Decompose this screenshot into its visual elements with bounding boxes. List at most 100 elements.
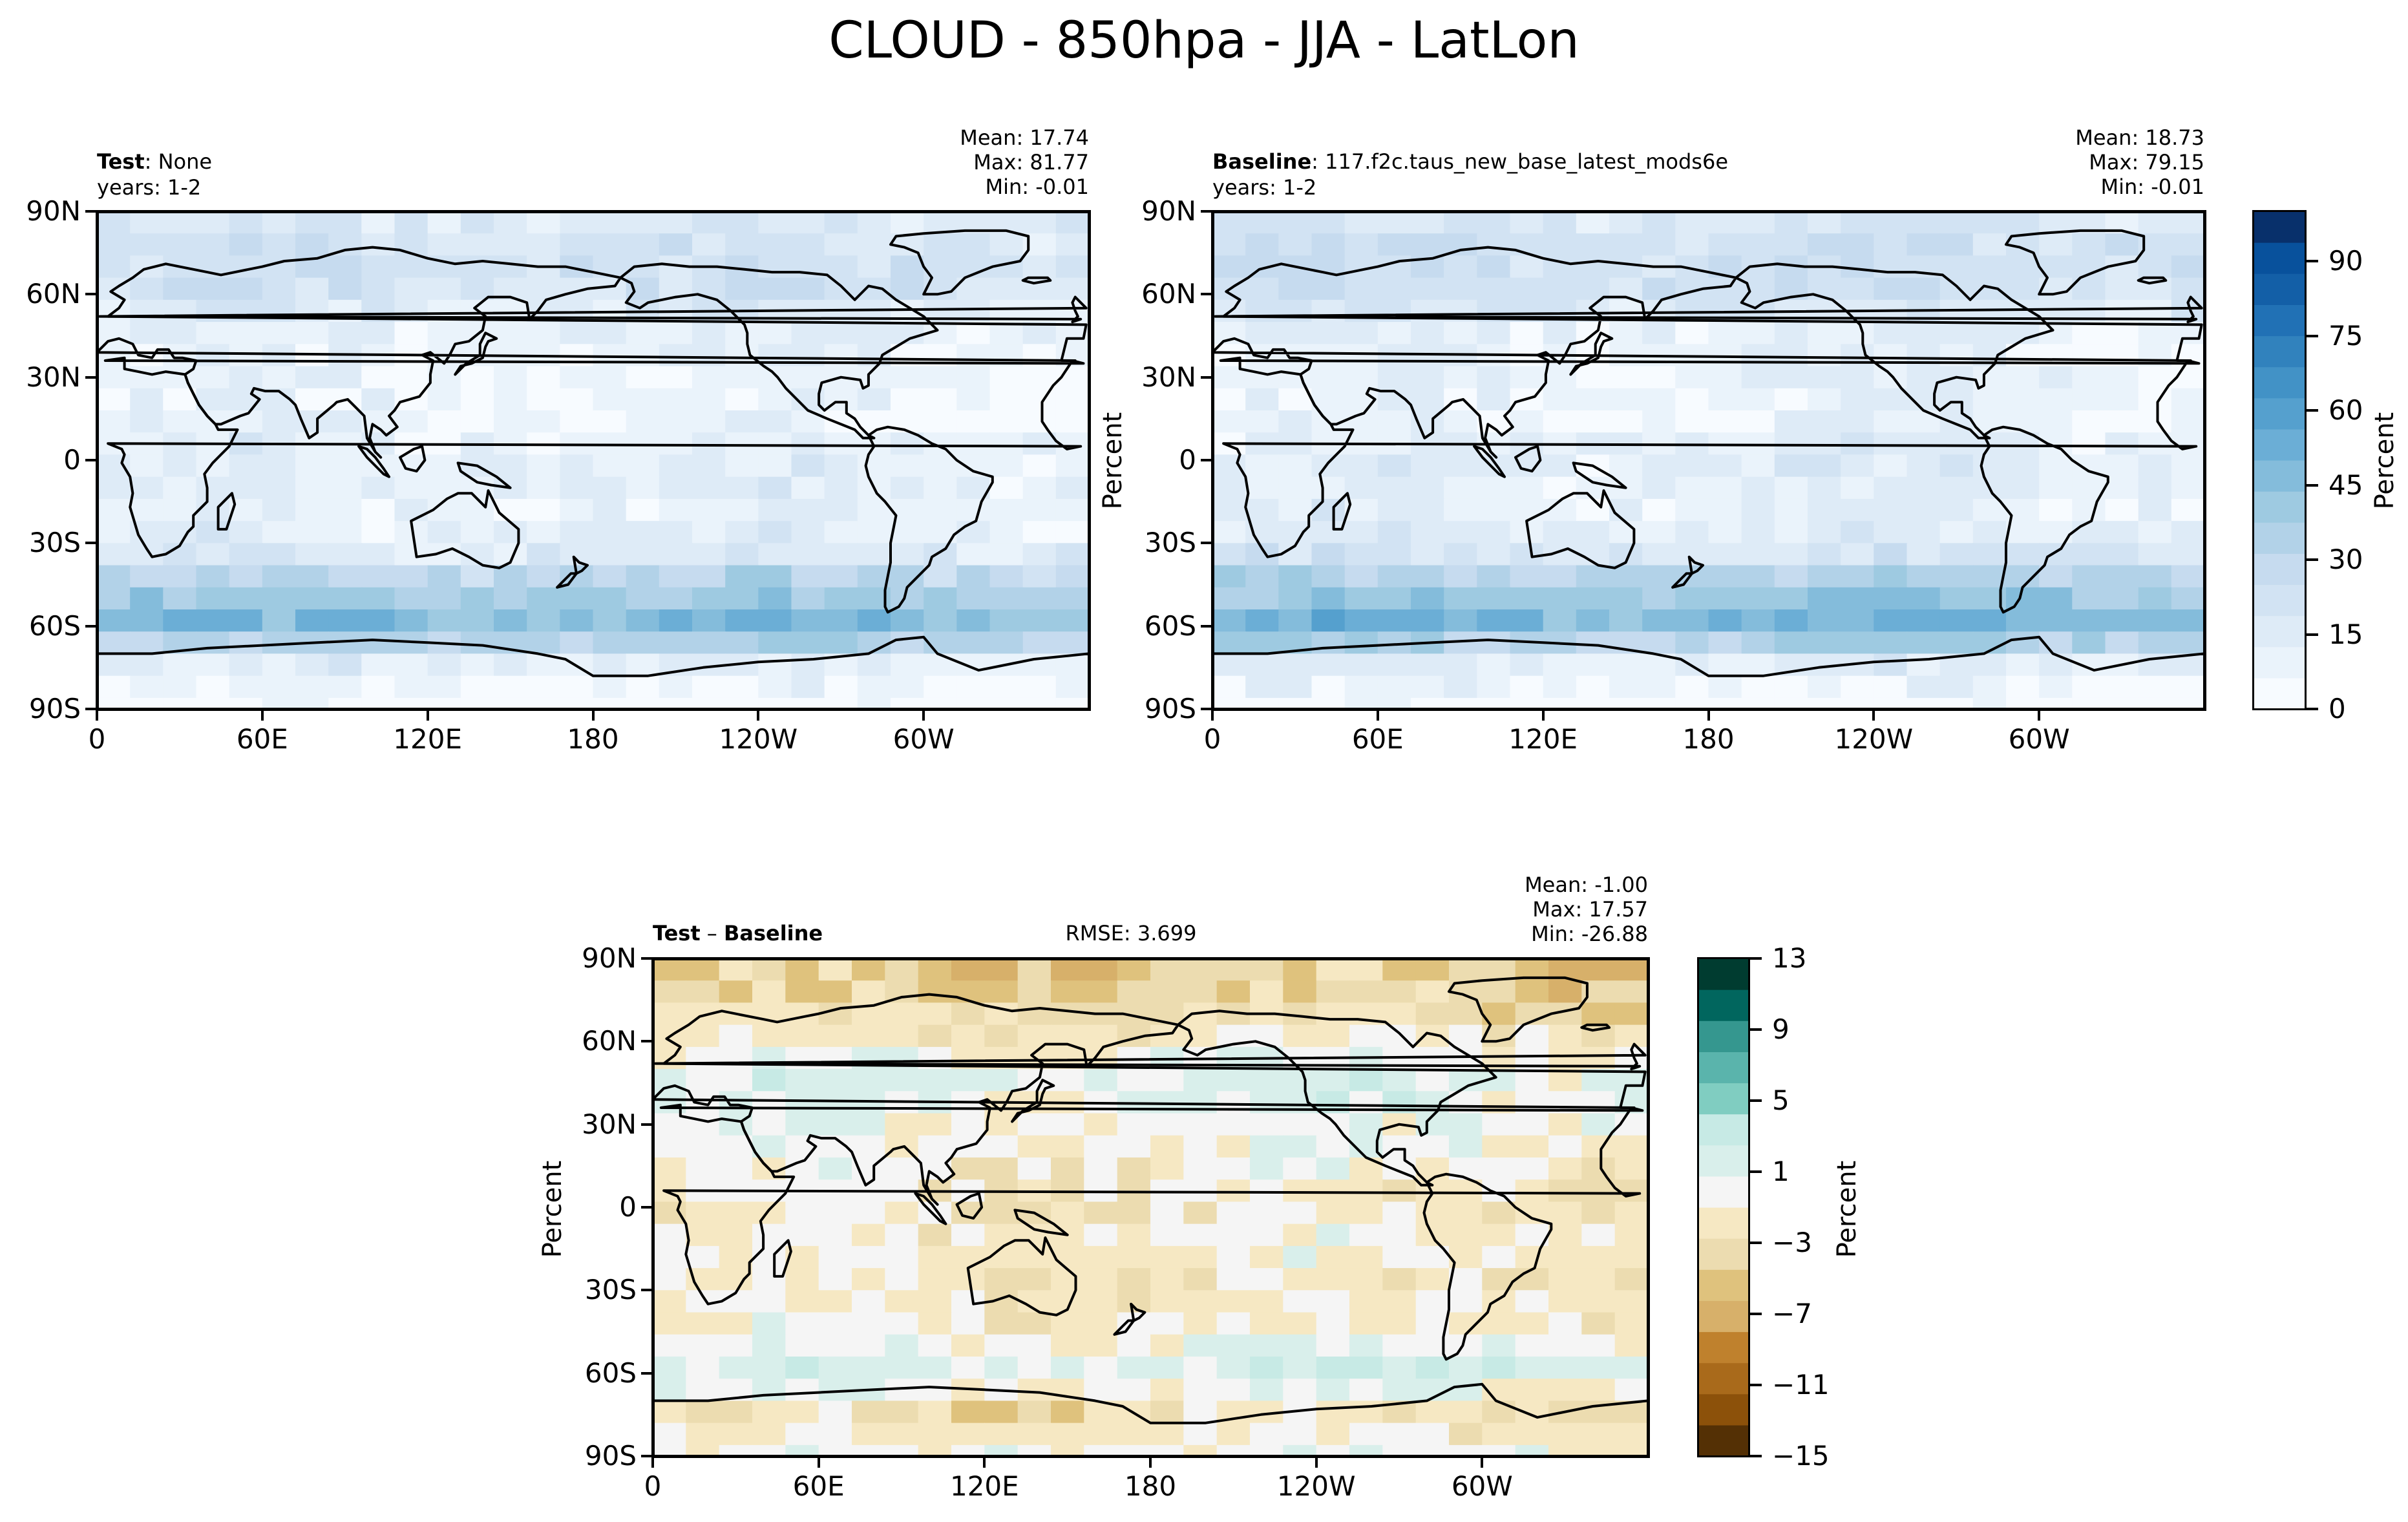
test-map-cell [758,631,792,655]
baseline-map-cell [1212,609,1246,632]
baseline-map-field [1212,211,2204,709]
diff-map-cell [1150,1400,1185,1424]
baseline-map-cell [1311,609,1346,632]
diff-map-cell [1316,1334,1350,1357]
test-map-cell [361,631,396,655]
diff-map-cell [1250,1179,1284,1203]
coastline [659,1103,1644,1305]
diff-map-cell [1349,1357,1384,1379]
test-map-cell [196,609,230,632]
baseline-map-cell [1311,454,1346,478]
diff-map-cell [1449,1444,1483,1456]
diff-map-cell [1183,958,1218,981]
baseline-map-cell [1411,587,1444,610]
diff-map-cell [1515,1135,1549,1158]
baseline-map-cell [1808,454,1841,478]
test-map-cell [262,454,296,478]
test-map-cell [1022,675,1057,699]
baseline-map-cell [1278,565,1313,588]
test-map-cell [427,211,461,234]
diff-label-op: – [700,921,724,946]
test-map-cell [527,565,561,588]
baseline-map-cell [1543,233,1577,257]
baseline-map-cell [1774,476,1808,500]
baseline-map-cell [2105,388,2139,411]
baseline-map-cell [1906,565,1941,588]
diff-map-cell [785,1334,819,1357]
test-map-cell [97,521,131,544]
baseline-map-cell [2171,697,2204,709]
test-map-cell [163,299,197,322]
diff-map-cell [653,1312,687,1335]
test-map-cell [97,653,131,677]
baseline-map-cell [1808,543,1841,566]
diff-map-cell [1084,1223,1118,1247]
test-map-cell [956,366,991,389]
diff-map-cell [885,1113,919,1136]
test-map-cell [262,498,296,522]
test-map-cell [1055,498,1089,522]
diff-map-cell [1117,1201,1151,1225]
coastline [1735,262,2054,439]
diff-map-cell [1548,1334,1583,1357]
test-lon-tick-mark [922,709,925,721]
diff-map-cell [1117,1422,1151,1446]
test-map-cell [295,609,329,632]
diff-map-cell [1150,1357,1185,1379]
test-map-cell [196,587,230,610]
baseline-map-cell [1212,388,1246,411]
baseline-map-cell [1311,653,1346,677]
test-map-cell [924,543,958,566]
test-map-cell [725,609,759,632]
diff-map-cell [1349,1069,1384,1092]
test-map-cell [97,388,131,411]
test-map-cell [758,697,792,709]
test-map-cell [758,277,792,301]
main-colorbar-swatch [2254,615,2305,648]
baseline-lat-tick-mark [1201,708,1212,710]
baseline-map-cell [1774,565,1808,588]
diff-map-cell [818,958,852,981]
diff-map-cell [1216,1135,1251,1158]
coastline [653,1382,1648,1456]
baseline-map-cell [1642,587,1676,610]
baseline-map-cell [1939,454,1974,478]
test-map-cell [725,410,759,433]
diff-map-cell [1216,980,1251,1004]
baseline-map-cell [1808,410,1841,433]
baseline-map-cell [1311,211,1346,234]
baseline-map-cell [2072,366,2106,389]
diff-map-cell [1183,1245,1218,1269]
test-map-cell [1022,498,1057,522]
baseline-map-cell [1576,587,1610,610]
diff-lon-tick-mark [1315,1456,1318,1468]
baseline-map-cell [1311,631,1346,655]
test-map-cell [262,609,296,632]
test-map-cell [924,211,958,234]
test-lat-tick-label: 90N [26,195,81,227]
diff-lon-tick-mark [983,1456,986,1468]
baseline-map-cell [1278,653,1313,677]
baseline-map-cell [2138,498,2172,522]
baseline-map-cell [1278,587,1313,610]
diff-colorbar-swatch [1698,1300,1749,1333]
baseline-map-cell [1741,388,1775,411]
diff-colorbar-tick-label: 1 [1772,1156,1790,1187]
diff-map-cell [752,1091,787,1114]
test-map-cell [527,410,561,433]
baseline-map-cell [1278,675,1313,699]
diff-map-cell [752,1201,787,1225]
diff-map-cell [918,1002,952,1026]
baseline-map-cell [1874,653,1908,677]
baseline-map-cell [1377,587,1411,610]
diff-map-cell [719,1312,753,1335]
baseline-map-cell [1477,366,1511,389]
diff-map-cell [1216,1201,1251,1225]
baseline-map-cell [1841,432,1875,456]
test-map-cell [891,521,924,544]
baseline-map-cell [1841,587,1875,610]
test-map-cell [626,587,660,610]
test-map-cell [1022,521,1057,544]
baseline-map-cell [1510,609,1544,632]
diff-map-cell [1051,1135,1085,1158]
